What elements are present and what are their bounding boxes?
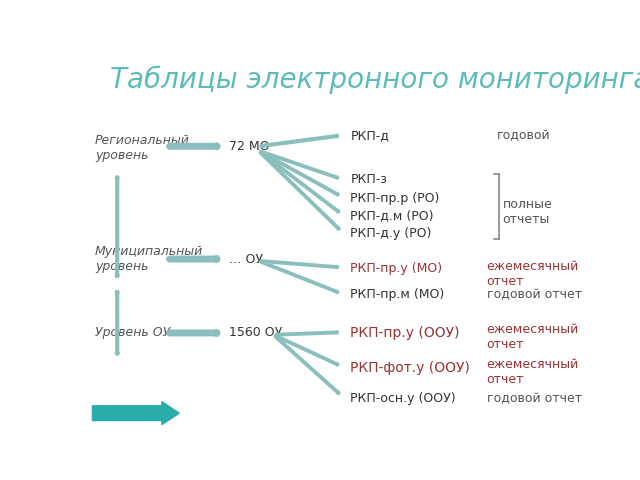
- Text: РКП-д.у (РО): РКП-д.у (РО): [350, 227, 432, 240]
- Text: РКП-д: РКП-д: [350, 129, 389, 142]
- Text: РКП-пр.м (МО): РКП-пр.м (МО): [350, 288, 445, 300]
- Text: 1560 ОУ: 1560 ОУ: [229, 326, 282, 339]
- Text: годовой отчет: годовой отчет: [486, 288, 582, 300]
- Text: Уровень ОУ: Уровень ОУ: [95, 326, 170, 339]
- Text: ежемесячный
отчет: ежемесячный отчет: [486, 323, 579, 351]
- Text: Региональный
уровень: Региональный уровень: [95, 134, 189, 162]
- Text: годовой: годовой: [497, 129, 550, 142]
- Text: Муниципальный
уровень: Муниципальный уровень: [95, 245, 203, 273]
- Text: годовой отчет: годовой отчет: [486, 392, 582, 405]
- Text: РКП-з: РКП-з: [350, 173, 387, 186]
- Text: ежемесячный
отчет: ежемесячный отчет: [486, 260, 579, 288]
- Text: РКП-фот.у (ООУ): РКП-фот.у (ООУ): [350, 361, 470, 375]
- Text: 72 МО: 72 МО: [229, 140, 269, 153]
- FancyArrow shape: [92, 402, 179, 425]
- Text: РКП-пр.р (РО): РКП-пр.р (РО): [350, 192, 440, 204]
- Text: РКП-пр.у (ООУ): РКП-пр.у (ООУ): [350, 326, 460, 340]
- Text: РКП-осн.у (ООУ): РКП-осн.у (ООУ): [350, 392, 456, 405]
- Text: РКП-пр.у (МО): РКП-пр.у (МО): [350, 262, 442, 275]
- Text: Таблицы электронного мониторинга: Таблицы электронного мониторинга: [110, 66, 640, 94]
- Text: ежемесячный
отчет: ежемесячный отчет: [486, 359, 579, 386]
- Text: полные
отчеты: полные отчеты: [502, 198, 552, 226]
- Text: … ОУ: … ОУ: [229, 252, 263, 265]
- Text: РКП-д.м (РО): РКП-д.м (РО): [350, 209, 434, 222]
